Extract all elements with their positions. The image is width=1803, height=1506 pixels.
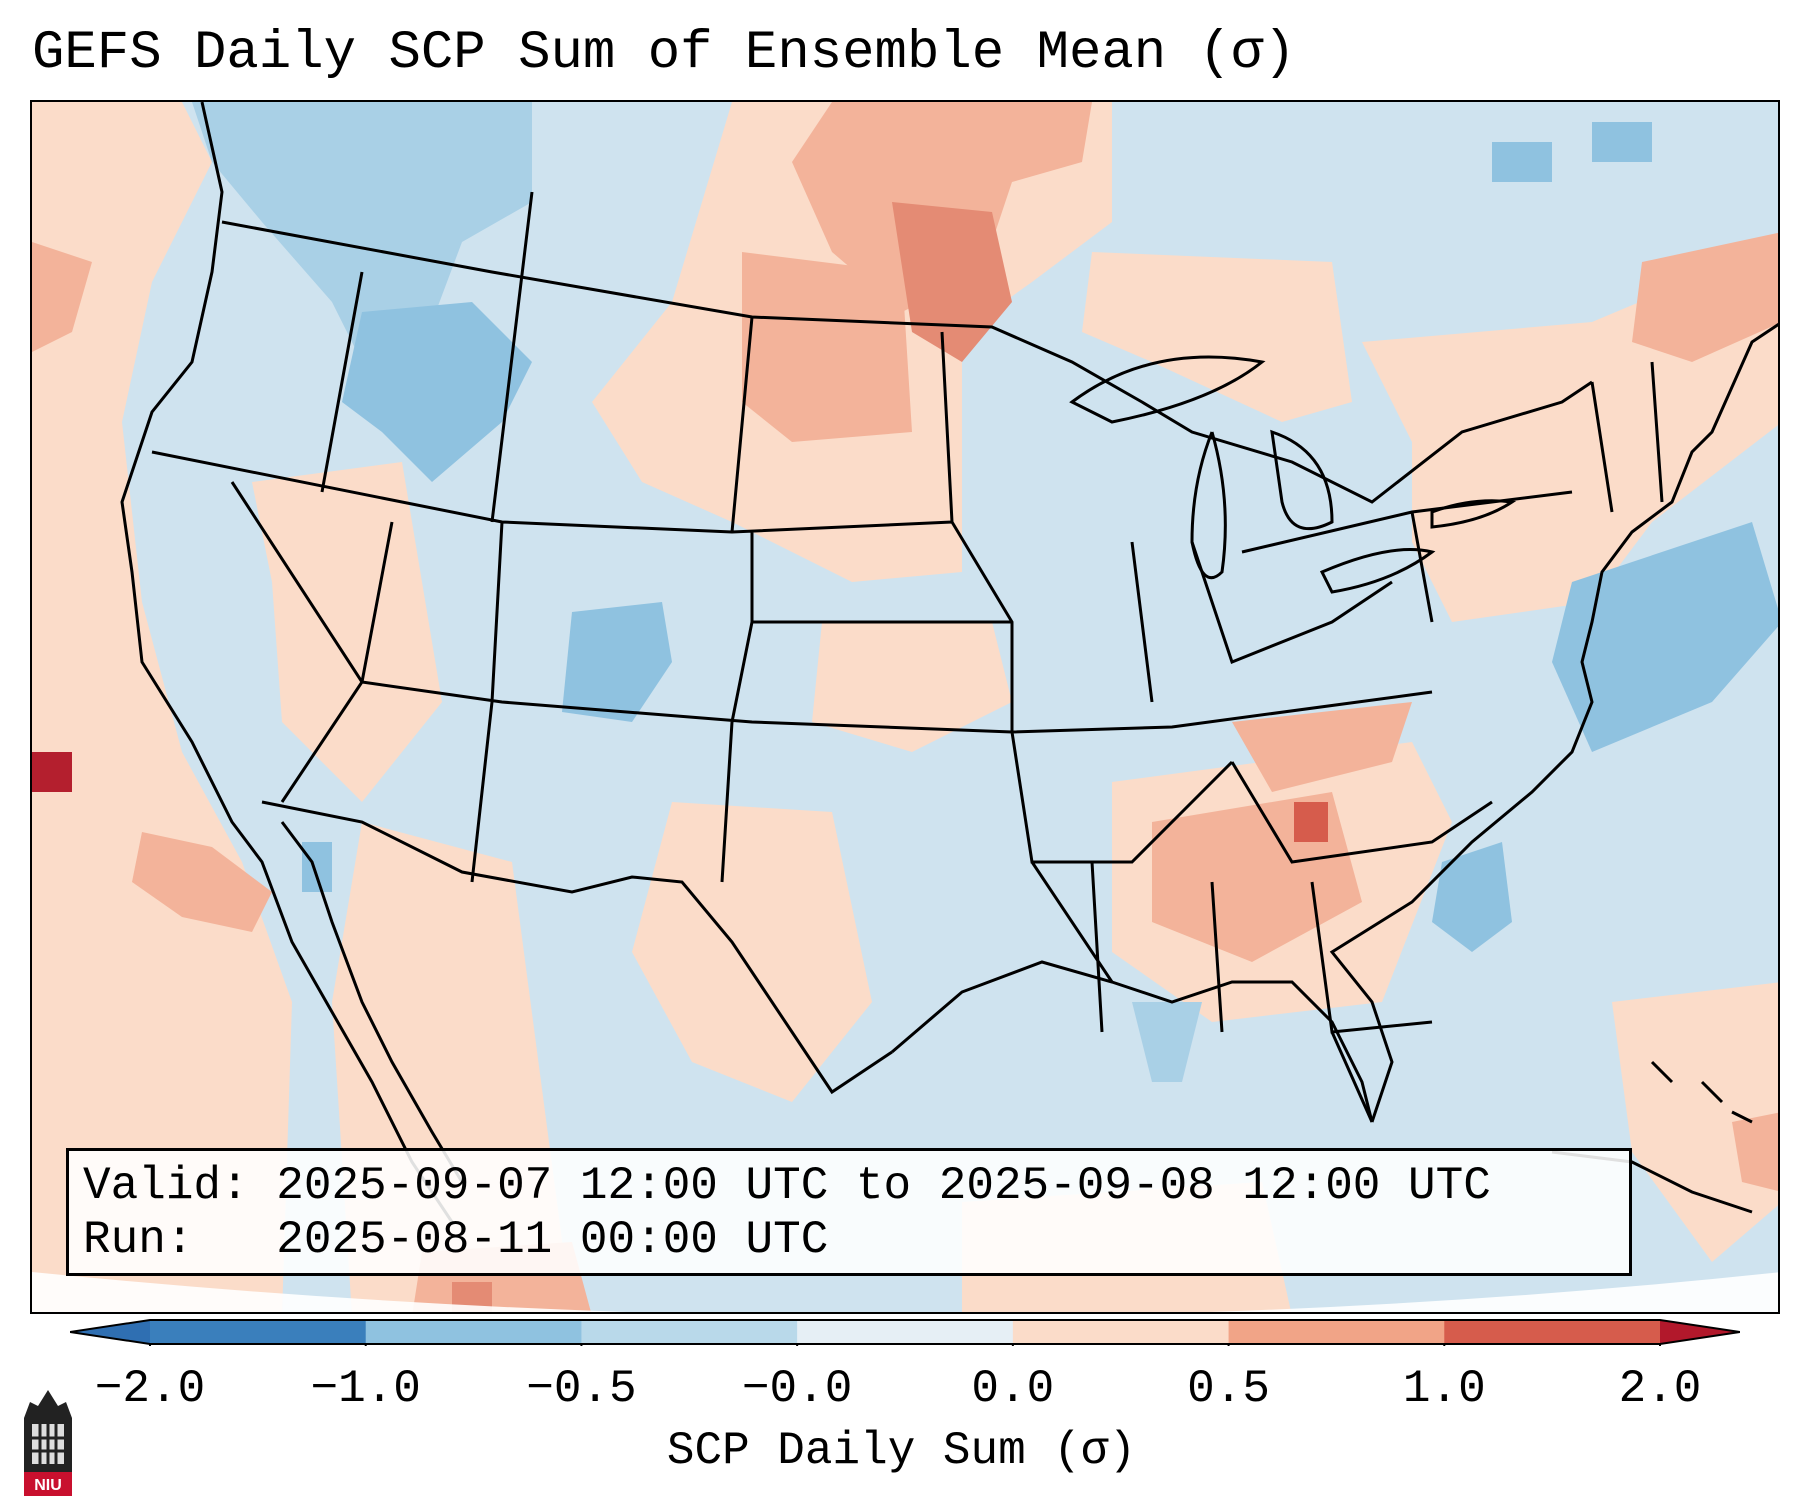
colorbar-label: SCP Daily Sum (σ): [666, 1425, 1137, 1477]
state-lines: [151, 191, 1664, 1123]
atlantic-coastline: [1329, 322, 1778, 1123]
colorbar-tick-label: −0.0: [741, 1363, 853, 1415]
us-mexico-border: [261, 800, 893, 1095]
valid-time-line: Valid: 2025-09-07 12:00 UTC to 2025-09-0…: [83, 1160, 1491, 1212]
lake-huron: [1270, 429, 1334, 531]
map-panel: [30, 100, 1780, 1314]
atlantic-negative-region: [1552, 522, 1778, 752]
colorbar-segment: [1444, 1320, 1661, 1344]
northwest-negative-region: [192, 102, 532, 362]
tennessee-0p5-region: [1232, 702, 1412, 792]
northeast-0p5-region: [1632, 232, 1778, 362]
caribbean-0p5-region: [1732, 1112, 1778, 1191]
georgia-max-region: [1294, 802, 1328, 842]
colorbar-tick-label: 0.0: [971, 1363, 1055, 1415]
projection-edge: [32, 1272, 1778, 1312]
colorbar: [70, 1319, 1740, 1346]
lake-erie: [1319, 548, 1436, 594]
caribbean-positive-region: [1612, 982, 1778, 1262]
kansas-positive-region: [812, 622, 1012, 752]
pacific-positive-region: [32, 102, 292, 1312]
canada-negative-region-2: [1592, 122, 1652, 162]
bahamas-islands: [1650, 1060, 1753, 1124]
colorbar-segment: [797, 1320, 1014, 1344]
niu-logo: NIU: [24, 1390, 72, 1496]
map-svg: [32, 102, 1778, 1312]
atlantic-negative-region-2: [1432, 842, 1512, 952]
montana-negative-region: [342, 302, 532, 482]
gulf-negative-region: [1132, 1002, 1202, 1082]
colorbar-tick-label: 2.0: [1618, 1363, 1702, 1415]
colorbar-segment: [1228, 1320, 1445, 1344]
chart-title: GEFS Daily SCP Sum of Ensemble Mean (σ): [32, 23, 1296, 84]
colorbar-tick-label: −1.0: [310, 1363, 421, 1415]
anomaly-field: [32, 102, 1778, 1312]
lake-michigan: [1190, 431, 1227, 580]
baja-coastline: [280, 821, 464, 1183]
boundaries: [120, 102, 1778, 1223]
southwest-positive-region: [252, 462, 442, 802]
colorbar-outline: [70, 1319, 1740, 1345]
colorbar-segments: [149, 1320, 1661, 1346]
pacific-max-region: [32, 752, 72, 792]
run-time-line: Run: 2025-08-11 00:00 UTC: [83, 1214, 829, 1266]
colorbar-over-triangle: [1660, 1320, 1740, 1344]
pacific-positive-region-3: [132, 832, 272, 932]
colorbar-segment: [1012, 1320, 1230, 1344]
great-lakes-positive-region: [1082, 252, 1352, 422]
pacific-positive-region-2: [32, 242, 92, 352]
colorbar-tick-label: −0.5: [526, 1363, 637, 1415]
colorbar-segment: [581, 1320, 798, 1344]
lake-superior: [1069, 355, 1266, 424]
colorbar-segment: [150, 1320, 367, 1344]
valid-run-info-box: Valid: 2025-09-07 12:00 UTC to 2025-09-0…: [66, 1148, 1632, 1276]
colorbar-tick-label: 1.0: [1402, 1363, 1486, 1415]
colorado-negative-region: [562, 602, 672, 722]
canada-negative-region: [1492, 142, 1552, 182]
logo-text: NIU: [34, 1477, 62, 1494]
colorbar-segment: [365, 1320, 582, 1344]
lake-ontario: [1430, 499, 1517, 529]
baja-negative-region: [302, 842, 332, 892]
dakotas-0p5-region: [742, 252, 912, 442]
colorbar-tick-label: −2.0: [94, 1363, 206, 1415]
colorbar-tick-label: 0.5: [1187, 1363, 1270, 1415]
texas-positive-region: [632, 802, 872, 1102]
north-dakota-1p0-region: [892, 202, 1012, 362]
west-coastline: [120, 102, 454, 1223]
us-canada-border: [221, 220, 1593, 504]
colorbar-under-triangle: [70, 1320, 150, 1344]
gulf-coastline: [891, 960, 1374, 1123]
